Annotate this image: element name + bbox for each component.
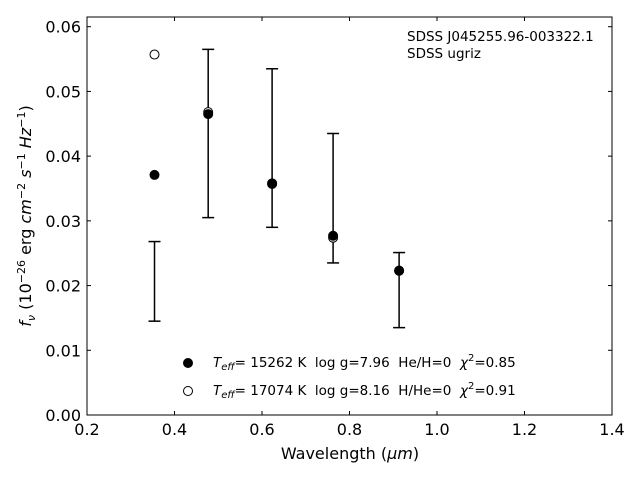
axis-ticks: 0.2 0.4 0.6 0.8 1.0 1.2 1.4 0.00 0.01 0.02 0.03 0.0… (45, 17, 625, 439)
x-axis-title: Wavelength (μm) (281, 444, 419, 463)
x-tick-label: 1.0 (424, 420, 449, 439)
x-tick-label: 1.4 (599, 420, 624, 439)
x-tick-label: 0.6 (249, 420, 274, 439)
model-point-filled (149, 169, 160, 180)
model-point-filled (203, 109, 214, 120)
annotation-object-name: SDSS J045255.96-003322.1 (407, 29, 594, 45)
model-point-open (149, 49, 160, 60)
legend-label-open: Teff= 17074 K log g=8.16 H/He=0 χ2=0.91 (213, 381, 516, 401)
x-tick-label: 0.8 (337, 420, 362, 439)
y-tick-label: 0.04 (45, 147, 81, 166)
y-tick-label: 0.02 (45, 277, 81, 296)
data-points (149, 49, 405, 276)
x-tick-label: 0.2 (74, 420, 99, 439)
y-tick-label: 0.06 (45, 18, 81, 37)
x-tick-label: 0.4 (162, 420, 187, 439)
model-point-filled (267, 178, 278, 189)
error-bars (148, 48, 406, 329)
y-tick-label: 0.01 (45, 341, 81, 360)
legend: Teff= 15262 K log g=7.96 He/H=0 χ2=0.85 … (183, 353, 516, 401)
legend-marker-open (183, 386, 193, 396)
legend-label-filled: Teff= 15262 K log g=7.96 He/H=0 χ2=0.85 (213, 353, 516, 373)
y-tick-label: 0.03 (45, 212, 81, 231)
y-axis-title: fν (10−26 erg cm−2 s−1 Hz−1) (15, 105, 38, 326)
x-tick-label: 1.2 (512, 420, 537, 439)
legend-marker-filled (183, 358, 193, 368)
y-tick-label: 0.05 (45, 82, 81, 101)
annotation-filters: SDSS ugriz (407, 46, 481, 62)
model-point-filled (328, 230, 339, 241)
y-tick-label: 0.00 (45, 406, 81, 425)
model-point-filled (394, 265, 405, 276)
